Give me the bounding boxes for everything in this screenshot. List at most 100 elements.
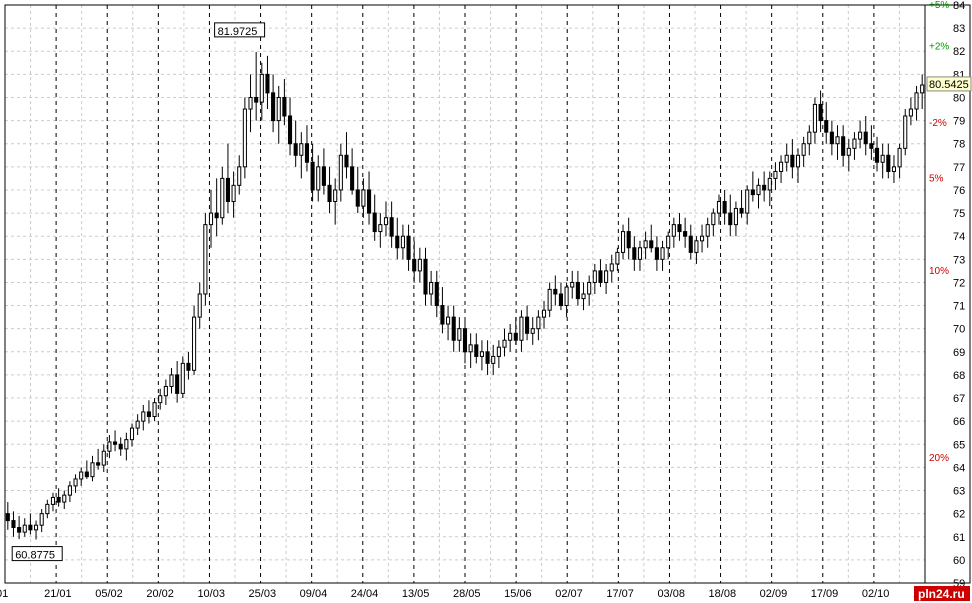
candle bbox=[80, 472, 83, 479]
candle bbox=[288, 116, 291, 144]
candle bbox=[435, 282, 438, 305]
candle bbox=[864, 132, 867, 144]
y-tick-label: 76 bbox=[953, 185, 965, 197]
candle bbox=[599, 271, 602, 283]
candle bbox=[29, 525, 32, 530]
candle bbox=[892, 167, 895, 172]
candle bbox=[559, 294, 562, 306]
x-tick-label: 17/07 bbox=[606, 588, 634, 600]
candle bbox=[610, 264, 613, 271]
candle bbox=[520, 317, 523, 340]
candle bbox=[554, 289, 557, 294]
candle bbox=[576, 282, 579, 298]
pct-marker: +2% bbox=[929, 42, 949, 53]
candle bbox=[633, 248, 636, 260]
candle bbox=[322, 167, 325, 185]
candle bbox=[463, 329, 466, 352]
candle bbox=[401, 236, 404, 248]
candle bbox=[119, 444, 122, 449]
candle bbox=[85, 472, 88, 477]
candle bbox=[413, 259, 416, 271]
candle bbox=[909, 109, 912, 116]
candle bbox=[142, 412, 145, 421]
candle bbox=[627, 232, 630, 248]
candle bbox=[661, 248, 664, 260]
candle bbox=[136, 421, 139, 428]
candle bbox=[791, 155, 794, 167]
y-tick-label: 72 bbox=[953, 277, 965, 289]
watermark-label: pln24.ru bbox=[918, 587, 965, 601]
candle bbox=[650, 241, 653, 248]
candle bbox=[808, 132, 811, 144]
x-tick-label: 02/10 bbox=[862, 588, 890, 600]
y-tick-label: 77 bbox=[953, 162, 965, 174]
y-tick-label: 60 bbox=[953, 555, 965, 567]
candle bbox=[390, 218, 393, 236]
candle bbox=[486, 352, 489, 364]
candle bbox=[238, 167, 241, 185]
candle bbox=[6, 514, 9, 521]
candle bbox=[164, 386, 167, 395]
candle bbox=[712, 213, 715, 225]
y-tick-label: 82 bbox=[953, 46, 965, 58]
x-tick-label: 24/04 bbox=[351, 588, 379, 600]
candle bbox=[859, 132, 862, 139]
x-tick-label: 17/09 bbox=[811, 588, 839, 600]
candle bbox=[497, 347, 500, 356]
candle bbox=[362, 190, 365, 206]
candle bbox=[170, 375, 173, 387]
candle bbox=[12, 521, 15, 528]
y-tick-label: 69 bbox=[953, 347, 965, 359]
candle bbox=[176, 375, 179, 393]
x-tick-label: 15/06 bbox=[504, 588, 532, 600]
candle bbox=[209, 213, 212, 225]
x-tick-label: 21/01 bbox=[44, 588, 72, 600]
x-tick-label: 18/08 bbox=[709, 588, 737, 600]
candle bbox=[311, 162, 314, 190]
candle bbox=[373, 213, 376, 231]
candle bbox=[260, 74, 263, 102]
candle bbox=[300, 144, 303, 156]
candle bbox=[317, 167, 320, 190]
candle bbox=[842, 137, 845, 155]
candle bbox=[130, 428, 133, 440]
candle bbox=[475, 345, 478, 357]
candle bbox=[102, 451, 105, 465]
candle bbox=[40, 514, 43, 526]
x-tick-label: 13/05 bbox=[402, 588, 430, 600]
candle bbox=[740, 208, 743, 213]
x-tick-label: 28/05 bbox=[453, 588, 481, 600]
candle bbox=[514, 333, 517, 340]
pct-marker: 5% bbox=[929, 173, 944, 184]
y-tick-label: 65 bbox=[953, 439, 965, 451]
pct-marker: -2% bbox=[929, 118, 947, 129]
candle bbox=[531, 329, 534, 334]
candle bbox=[272, 93, 275, 121]
candle bbox=[621, 232, 624, 253]
y-tick-label: 68 bbox=[953, 370, 965, 382]
y-tick-label: 83 bbox=[953, 23, 965, 35]
price-annotation-label: 81.9725 bbox=[218, 26, 258, 38]
candle bbox=[763, 185, 766, 190]
candle bbox=[283, 97, 286, 115]
candle bbox=[667, 236, 670, 248]
candle bbox=[430, 282, 433, 294]
candle bbox=[734, 208, 737, 224]
candle bbox=[593, 271, 596, 283]
candle bbox=[458, 329, 461, 341]
chart-svg: 5960616263646566676869707172737475767778… bbox=[0, 0, 972, 603]
candle bbox=[785, 155, 788, 162]
candle bbox=[746, 190, 749, 213]
last-price-label: 80.5425 bbox=[929, 79, 969, 91]
candle bbox=[63, 495, 66, 502]
candle bbox=[339, 155, 342, 190]
y-tick-label: 73 bbox=[953, 254, 965, 266]
candle bbox=[684, 232, 687, 237]
x-tick-label: 03/08 bbox=[657, 588, 685, 600]
candle bbox=[870, 144, 873, 149]
candle bbox=[221, 178, 224, 217]
candle bbox=[706, 225, 709, 237]
candle bbox=[34, 525, 37, 530]
y-tick-label: 84 bbox=[953, 0, 965, 12]
candle bbox=[294, 144, 297, 156]
